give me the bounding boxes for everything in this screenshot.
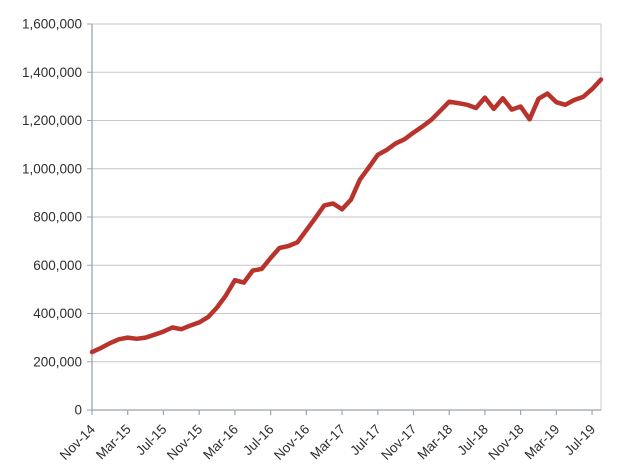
- y-axis-label: 1,200,000: [22, 113, 82, 128]
- x-axis-label: Nov-14: [57, 421, 99, 463]
- y-axis-label: 1,400,000: [22, 65, 82, 80]
- x-axis-label: Nov-17: [378, 422, 419, 463]
- x-axis-label: Nov-18: [485, 422, 526, 463]
- data-series-line: [89, 77, 604, 355]
- y-axis-label: 800,000: [33, 210, 82, 225]
- x-axis-label: Mar-18: [414, 422, 455, 463]
- x-axis-label: Nov-15: [164, 422, 205, 463]
- y-axis-label: 400,000: [33, 306, 82, 321]
- y-axis-label: 0: [74, 403, 82, 418]
- x-axis-label: Mar-17: [307, 422, 348, 463]
- x-axis-label: Nov-16: [271, 422, 312, 463]
- y-axis-label: 600,000: [33, 258, 82, 273]
- x-axis-label: Mar-15: [93, 422, 134, 463]
- y-axis-label: 1,000,000: [22, 161, 82, 176]
- x-axis-label: Jul-19: [562, 422, 599, 459]
- y-axis-label: 200,000: [33, 354, 82, 369]
- y-axis-label: 1,600,000: [22, 17, 82, 32]
- x-axis-label: Mar-19: [522, 422, 563, 463]
- x-axis-label: Mar-16: [200, 422, 241, 463]
